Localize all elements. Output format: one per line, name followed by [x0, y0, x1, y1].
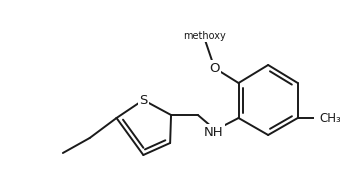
Text: CH₃: CH₃ — [319, 112, 340, 125]
Text: S: S — [139, 93, 148, 106]
Text: NH: NH — [204, 125, 223, 139]
Text: methoxy: methoxy — [183, 31, 226, 41]
Text: O: O — [209, 61, 220, 74]
